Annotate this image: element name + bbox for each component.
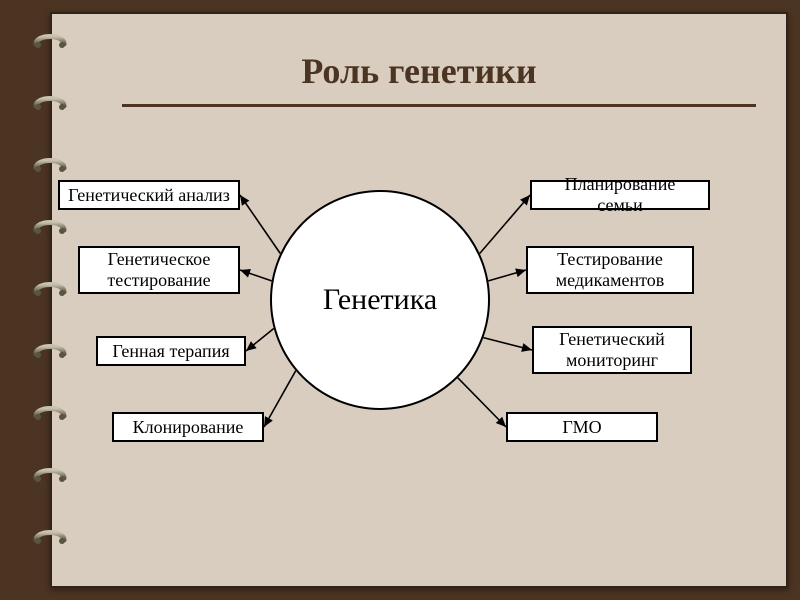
binder-ring-icon: [32, 464, 68, 486]
binder-ring-icon: [32, 402, 68, 424]
binder-ring-icon: [32, 92, 68, 114]
binder-ring-icon: [32, 340, 68, 362]
binder-ring-icon: [32, 526, 68, 548]
binder-ring-icon: [32, 216, 68, 238]
binder-ring-icon: [32, 278, 68, 300]
binder-rings: [0, 0, 800, 600]
binder-ring-icon: [32, 154, 68, 176]
binder-ring-icon: [32, 30, 68, 52]
